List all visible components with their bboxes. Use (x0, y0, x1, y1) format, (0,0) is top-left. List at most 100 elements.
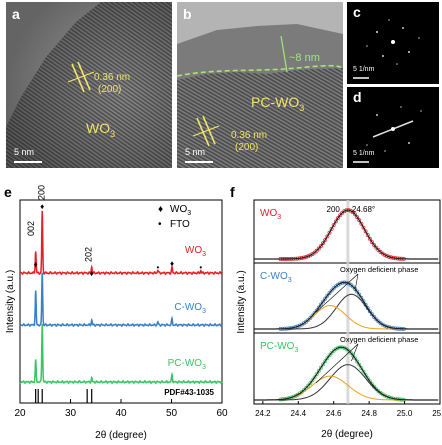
panel-c-label: c (353, 4, 361, 20)
panel-f-data-point-2 (319, 365, 323, 370)
panel-f-data-point-0 (363, 229, 368, 234)
panel-d-scale-label: 5 1/nm (353, 150, 375, 157)
panel-e-series-line-0 (19, 210, 223, 276)
panel-e-xrd-chart: ♦ ♦ ♦ • ♦ • 002 200 202 ♦ WO3 • FTO WO3 C-WO3 PC-WO3 PDF… (5, 185, 228, 441)
panel-f-data-point-2 (323, 359, 328, 364)
panel-f-annotation-pointer-b-1 (315, 273, 359, 313)
panel-f-data-point-1 (370, 312, 374, 317)
panel-f-data-point-1 (319, 302, 323, 307)
panel-f-defect-component-2 (254, 375, 439, 401)
panel-a-lattice (6, 2, 172, 168)
panel-f-data-point-2 (316, 368, 321, 373)
panel-f-data-point-0 (370, 240, 374, 244)
panel-f-data-point-2 (308, 381, 313, 386)
panel-e-series-label-0: WO3 (185, 245, 206, 258)
panel-e-series-label-1: C-WO3 (174, 302, 206, 315)
panel-f-xtick-label-2: 24.6 (326, 409, 342, 418)
panel-e-series-label-2: PC-WO3 (168, 358, 206, 371)
panel-f-peak-position: 24.68° (352, 205, 375, 214)
panel-f-series-label-0: WO3 (260, 208, 281, 221)
panel-f-data-point-0 (374, 245, 379, 250)
panel-f-data-point-0 (382, 252, 387, 257)
panel-f-data-point-1 (329, 288, 334, 293)
panel-e-peak-marker-5: • (199, 263, 202, 272)
panel-f-data-point-0 (321, 241, 326, 246)
panel-f-xtick-label-5: 25.2 (432, 409, 442, 418)
panel-e-legend-text-0: WO3 (170, 204, 191, 217)
panel-f-data-point-0 (323, 237, 328, 242)
panel-e-reference-label: PDF#43-1035 (164, 388, 214, 397)
panel-f-series-label-2: PC-WO3 (260, 341, 298, 354)
panel-e-peak-marker-2: ♦ (90, 269, 94, 278)
panel-f-main-component-1 (254, 293, 439, 330)
panel-f-data-point-1 (327, 291, 332, 295)
panel-e-peak-label-1: 200 (37, 185, 47, 200)
panel-f-data-point-2 (357, 362, 362, 367)
panel-f-fit-line-2 (254, 346, 439, 401)
panel-f-xlabel: 2θ (degree) (321, 429, 373, 440)
panel-e-peak-label-0: 002 (26, 221, 36, 236)
panel-f-data-point-0 (314, 248, 319, 253)
panel-f-data-point-2 (355, 359, 360, 364)
panel-d-label: d (353, 89, 362, 105)
panel-f-ylabel: Intensity (a.u.) (236, 270, 247, 333)
panel-a-scale-label: 5 nm (14, 147, 35, 157)
panel-f-data-point-1 (355, 289, 360, 294)
panel-e-ylabel: Intensity (a.u.) (5, 270, 16, 333)
panel-f-data-point-2 (312, 375, 317, 380)
panel-f-data-point-1 (372, 315, 377, 319)
panel-f-data-point-2 (325, 356, 330, 361)
panel-f-data-point-0 (361, 225, 366, 230)
panel-f-data-point-1 (331, 286, 336, 291)
panel-e-peak-marker-4: ♦ (170, 259, 174, 268)
panel-f-data-point-1 (359, 295, 364, 300)
panel-e-xtick-label-1: 30 (65, 408, 77, 419)
panel-f-data-point-0 (329, 226, 334, 231)
panel-f-data-point-0 (342, 209, 347, 214)
panel-e-xtick-label-0: 20 (14, 408, 26, 419)
panel-f-xtick-label-4: 25.0 (397, 409, 413, 418)
panel-f-defect-component-1 (254, 304, 439, 330)
panel-f-annotation-1: Oxygen deficient phase (340, 265, 418, 274)
panel-a-material-label: WO3 (86, 120, 116, 139)
panel-f-xtick-label-3: 24.8 (361, 409, 377, 418)
panel-a-label: a (12, 6, 20, 22)
panel-f-data-point-0 (359, 221, 364, 226)
panel-f-data-point-0 (338, 213, 343, 218)
panel-f-reference-band (346, 200, 350, 404)
panel-f-data-point-2 (346, 348, 351, 353)
panel-e-xlabel: 2θ (degree) (95, 430, 147, 441)
panel-f-data-point-2 (310, 378, 315, 383)
panel-f-data-point-2 (361, 369, 366, 374)
panel-a-spacing: 0.36 nm (94, 72, 131, 83)
panel-f-data-point-1 (316, 305, 321, 310)
panel-f-data-point-2 (353, 356, 357, 361)
panel-f-data-point-0 (353, 212, 357, 217)
panel-f-fit-line-0 (254, 209, 439, 260)
panel-f-series-label-1: C-WO3 (260, 271, 292, 284)
panel-f-data-point-2 (306, 383, 311, 388)
panel-f-data-point-1 (382, 323, 387, 328)
panel-e-peak-marker-1: ♦ (40, 202, 44, 211)
panel-a-plane: (200) (98, 84, 122, 95)
panel-f-data-point-2 (304, 386, 309, 390)
panel-f-annotation-pointer-a-1 (354, 273, 359, 292)
panel-f-data-point-1 (350, 284, 355, 289)
panel-e-label: e (4, 184, 12, 200)
panel-f-annotation-pointer-b-2 (315, 343, 359, 384)
panel-b-spacing: 0.36 nm (231, 130, 268, 141)
panel-f-data-point-0 (327, 230, 332, 235)
panel-f-fit-chart: WO3 Oxygen deficient phase C-WO3 Oxygen def… (236, 199, 442, 440)
panel-f-data-point-2 (363, 373, 368, 377)
panel-f-data-point-1 (306, 317, 311, 322)
panel-f-xtick-label-1: 24.4 (290, 409, 306, 418)
panel-f-data-point-0 (372, 243, 377, 247)
panel-f-data-point-2 (359, 366, 364, 371)
panel-e-series-line-2 (19, 323, 223, 385)
panel-f-data-point-2 (333, 347, 338, 351)
panel-e-series-line-1 (19, 272, 223, 328)
panel-d-spots (353, 106, 422, 163)
panel-c-spots (353, 19, 420, 79)
panel-f-data-point-0 (325, 234, 330, 239)
panel-f-data-point-1 (297, 323, 302, 328)
